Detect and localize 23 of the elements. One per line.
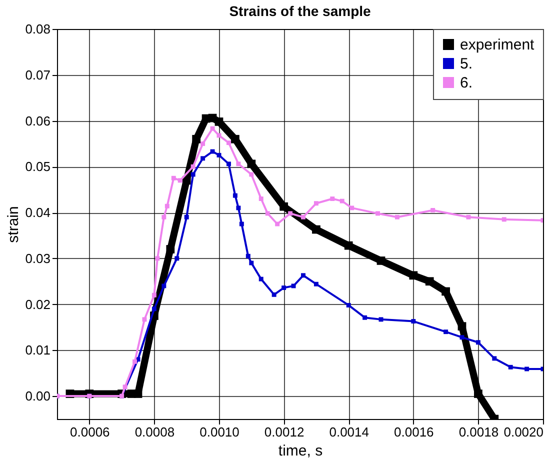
y-axis-title: strain	[5, 206, 22, 243]
y-tick-label: 0.01	[25, 342, 50, 358]
x-tick-label: 0.0014	[329, 424, 369, 440]
x-axis-title: time, s	[278, 442, 323, 460]
y-tick-label: 0.07	[25, 67, 50, 82]
y-tick-label: 0.03	[25, 250, 50, 266]
x-tick-label: 0.0020	[504, 424, 544, 440]
y-tick-label: 0.02	[25, 296, 50, 312]
y-tick-label: 0.08	[25, 22, 50, 36]
x-tick-label: 0.0016	[394, 424, 434, 440]
x-tick-label: 0.0008	[134, 424, 175, 440]
y-tick-label: 0.05	[25, 159, 50, 174]
x-tick-label: 0.0010	[200, 424, 240, 440]
x-tick-label: 0.0006	[70, 424, 110, 440]
legend-label: 6.	[460, 74, 473, 92]
legend-label: 5.	[460, 56, 473, 72]
legend-label: experiment	[460, 36, 536, 54]
chart-title: Strains of the sample	[229, 3, 372, 19]
y-tick-label: 0.04	[25, 205, 50, 220]
x-tick-label: 0.0012	[264, 424, 304, 440]
y-tick-label: 0.06	[25, 113, 50, 128]
x-tick-label: 0.0018	[458, 424, 499, 440]
y-tick-label: 0.00	[25, 388, 50, 404]
